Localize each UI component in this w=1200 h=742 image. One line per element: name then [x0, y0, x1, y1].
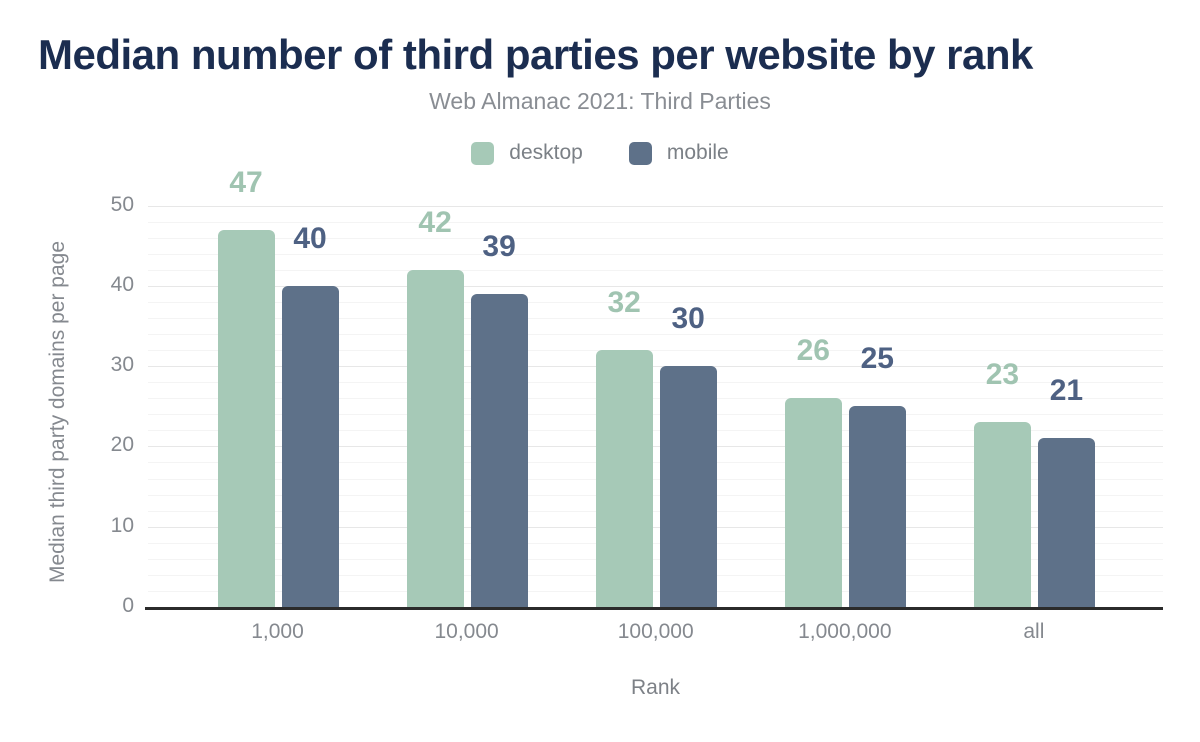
minor-gridline: [148, 510, 1163, 512]
minor-gridline: [148, 494, 1163, 496]
y-tick-label: 50: [110, 192, 134, 216]
minor-gridline: [148, 382, 1163, 384]
legend-label-mobile: mobile: [666, 141, 729, 164]
minor-gridline: [148, 542, 1163, 544]
x-tick-label: 1,000,000: [798, 620, 892, 643]
minor-gridline: [148, 590, 1163, 592]
value-label-mobile-10000: 39: [482, 229, 516, 263]
minor-gridline: [148, 317, 1163, 319]
major-gridline: [148, 285, 1163, 287]
bar-desktop-all[interactable]: [973, 422, 1031, 607]
minor-gridline: [148, 237, 1163, 239]
minor-gridline: [148, 269, 1163, 271]
major-gridline: [148, 205, 1163, 207]
bar-mobile-100000[interactable]: [659, 366, 717, 607]
minor-gridline: [148, 350, 1163, 352]
minor-gridline: [148, 574, 1163, 576]
minor-gridline: [148, 333, 1163, 335]
x-axis-line: [145, 607, 1163, 610]
y-tick-label: 10: [110, 513, 134, 537]
minor-gridline: [148, 478, 1163, 480]
x-axis-title: Rank: [630, 676, 681, 699]
bar-mobile-1000[interactable]: [281, 285, 339, 607]
bar-desktop-1000000[interactable]: [784, 398, 842, 607]
major-gridline: [148, 366, 1163, 368]
value-label-desktop-all: 23: [985, 358, 1020, 392]
bar-mobile-1000000[interactable]: [848, 406, 906, 607]
value-label-mobile-1000000: 25: [860, 342, 894, 376]
bar-mobile-10000[interactable]: [470, 293, 528, 607]
bar-desktop-100000[interactable]: [595, 350, 653, 607]
value-label-desktop-10000: 42: [418, 205, 452, 239]
legend-item-mobile[interactable]: mobile: [628, 141, 729, 165]
minor-gridline: [148, 558, 1163, 560]
major-gridline: [148, 526, 1163, 528]
y-tick-label: 40: [110, 272, 134, 296]
value-label-mobile-100000: 30: [671, 302, 705, 336]
minor-gridline: [148, 221, 1163, 223]
value-label-desktop-100000: 32: [607, 286, 641, 320]
minor-gridline: [148, 414, 1163, 416]
minor-gridline: [148, 253, 1163, 255]
minor-gridline: [148, 398, 1163, 400]
value-label-desktop-1000: 47: [229, 165, 263, 199]
legend-item-desktop[interactable]: desktop: [471, 141, 583, 165]
mobile-swatch-icon: [628, 141, 652, 165]
major-gridline: [148, 446, 1163, 448]
x-tick-label: all: [1023, 620, 1045, 643]
x-tick-label: 10,000: [434, 620, 499, 643]
minor-gridline: [148, 462, 1163, 464]
chart-title: Median number of third parties per websi…: [38, 31, 1033, 78]
y-tick-label: 20: [110, 433, 134, 457]
y-tick-label: 30: [110, 353, 134, 377]
legend-label-desktop: desktop: [509, 141, 583, 164]
value-label-mobile-1000: 40: [293, 221, 327, 255]
desktop-swatch-icon: [471, 141, 495, 165]
chart-subtitle: Web Almanac 2021: Third Parties: [429, 88, 771, 114]
minor-gridline: [148, 301, 1163, 303]
bar-desktop-1000[interactable]: [217, 229, 275, 607]
bar-desktop-10000[interactable]: [406, 269, 464, 607]
x-tick-label: 1,000: [251, 620, 304, 643]
value-label-desktop-1000000: 26: [796, 334, 830, 368]
value-label-mobile-all: 21: [1049, 374, 1084, 408]
y-tick-label: 0: [122, 594, 134, 617]
x-tick-label: 100,000: [617, 620, 694, 643]
legend: desktop mobile: [0, 141, 1200, 165]
bar-mobile-all[interactable]: [1037, 438, 1095, 607]
minor-gridline: [148, 430, 1163, 432]
